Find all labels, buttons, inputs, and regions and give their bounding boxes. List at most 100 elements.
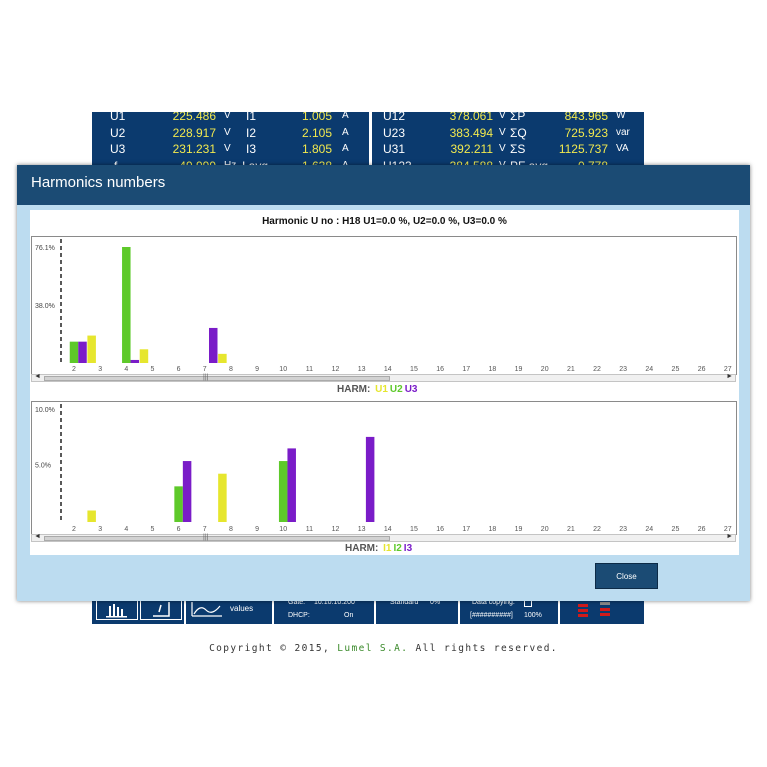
legend-item-u3: U3	[404, 384, 418, 395]
reading-label: U1	[110, 112, 126, 123]
x-tick-label: 15	[410, 526, 418, 533]
reading-label: ΣP	[510, 112, 526, 123]
reading-label: U123	[383, 158, 412, 169]
reading-value: 0.778	[577, 158, 608, 169]
x-tick-label: 5	[150, 366, 154, 373]
bar-i2-h10	[278, 461, 288, 522]
x-tick-label: 6	[177, 526, 181, 533]
reading-value: 384.588	[449, 158, 493, 169]
x-tick-label: 2	[72, 366, 76, 373]
reading-value: 225.486	[172, 112, 216, 123]
legend-item-u2: U2	[389, 384, 403, 395]
reading-value: 1.805	[301, 142, 332, 156]
toolbar-divider	[458, 596, 460, 624]
x-tick-label: 25	[672, 526, 680, 533]
reading-unit: V	[499, 112, 506, 121]
progress-text: [##########]	[470, 612, 513, 619]
copyright-prefix: Copyright © 2015,	[209, 643, 338, 654]
voltage-chart-svg: 76.1%38.0%2 3 4 5 6 7 8 9 10 11 12 13 14 15 16 17 18 19 20…	[35, 239, 732, 373]
harmonics-dialog: Harmonics numbers Harmonic U no : H18 U1…	[17, 165, 750, 601]
bar-u3-h7	[209, 327, 218, 363]
reading-value: 392.211	[450, 142, 494, 156]
x-tick-label: 25	[672, 366, 680, 373]
x-tick-label: 19	[515, 366, 523, 373]
bar-i1-h8	[218, 473, 227, 522]
panel-divider	[369, 112, 372, 168]
x-tick-label: 3	[98, 526, 102, 533]
x-tick-label: 24	[645, 526, 653, 533]
reading-unit: A	[342, 112, 349, 121]
scroll-right-icon[interactable]: ►	[726, 373, 733, 380]
dialog-header: Harmonics numbers	[17, 165, 750, 205]
copyright-brand[interactable]: Lumel S.A.	[337, 643, 409, 654]
reading-unit: A	[342, 143, 349, 154]
trend-icon	[191, 602, 222, 617]
x-tick-label: 8	[229, 366, 233, 373]
bar-i3-h10	[287, 448, 296, 522]
meter-button[interactable]	[140, 598, 182, 620]
bar-u2-h2	[69, 341, 79, 363]
reading-value: 1.638	[301, 158, 332, 169]
bar-chart-button[interactable]	[96, 598, 138, 620]
reading-label: f	[114, 158, 118, 169]
current-chart-svg: 10.0%5.0%2 3 4 5 6 7 8 9 10 11 12 13 14 15 16 17 18 19 20 2…	[35, 404, 732, 533]
voltage-chart-scrollbar[interactable]: ◄ ||| ►	[31, 373, 736, 382]
x-tick-label: 10	[279, 526, 287, 533]
reading-label: U31	[383, 142, 406, 156]
scrollbar-thumb[interactable]: |||	[44, 374, 390, 381]
reading-unit: V	[499, 159, 506, 169]
reading-label: I2	[246, 125, 257, 140]
reading-label: PF avg	[510, 158, 549, 169]
x-tick-label: 18	[489, 526, 497, 533]
toolbar-divider	[184, 596, 186, 624]
x-tick-label: 27	[724, 366, 732, 373]
reading-unit: Hz	[224, 159, 237, 169]
trend-button[interactable]	[188, 598, 228, 620]
voltage-chart-title: Harmonic U no : H18 U1=0.0 %, U2=0.0 %, …	[262, 216, 507, 227]
scrollbar-thumb[interactable]: |||	[44, 534, 390, 541]
current-chart-scrollbar[interactable]: ◄ ||| ►	[31, 533, 736, 542]
bar-u2-h4	[122, 247, 131, 363]
bar-u3-h2	[78, 341, 87, 363]
scroll-right-icon[interactable]: ►	[726, 533, 733, 540]
reading-value: 725.923	[564, 125, 608, 140]
reading-unit: A	[342, 159, 349, 169]
scroll-left-icon[interactable]: ◄	[34, 373, 41, 380]
reading-unit: var	[616, 126, 630, 138]
x-tick-label: 4	[124, 526, 128, 533]
scroll-left-icon[interactable]: ◄	[34, 533, 41, 540]
bar-u1-h5	[139, 349, 149, 363]
alarm-indicator-icon	[578, 604, 590, 618]
legend-prefix: HARM:	[345, 543, 379, 554]
reading-value: 231.231	[172, 142, 216, 156]
reading-value: 2.105	[301, 125, 332, 140]
bar-i2-h6	[174, 486, 183, 522]
standard-label: Standard	[390, 599, 419, 606]
x-tick-label: 19	[515, 526, 523, 533]
x-tick-label: 11	[306, 526, 313, 533]
reading-label: I3	[246, 142, 257, 156]
x-tick-label: 21	[567, 526, 575, 533]
x-tick-label: 5	[150, 526, 154, 533]
reading-label: I1	[246, 112, 257, 123]
voltage-harmonics-chart: 76.1% 38.0% 2 3 4 5 6 7 8 9 10 11 12 13 14 15 16 17 18 19 20…	[31, 236, 737, 375]
x-tick-label: 13	[358, 366, 366, 373]
reading-value: 1.005	[301, 112, 332, 123]
x-tick-label: 17	[462, 366, 470, 373]
y-tick-label: 38.0%	[35, 303, 55, 310]
reading-value: 378.061	[449, 112, 493, 123]
x-tick-label: 9	[255, 526, 259, 533]
reading-unit: V	[224, 112, 231, 121]
x-tick-label: 23	[619, 366, 627, 373]
bar-u1-h3	[87, 335, 96, 363]
data-copying-label: Data copying:	[472, 599, 515, 606]
reading-unit: V	[224, 143, 231, 154]
close-button[interactable]: Close	[595, 563, 658, 589]
x-tick-label: 10	[279, 366, 287, 373]
y-tick-label: 10.0%	[35, 407, 55, 414]
reading-unit: A	[342, 126, 349, 138]
x-tick-label: 2	[72, 526, 76, 533]
x-tick-label: 27	[724, 526, 732, 533]
x-tick-label: 20	[541, 366, 549, 373]
dhcp-label: DHCP:	[288, 612, 310, 619]
